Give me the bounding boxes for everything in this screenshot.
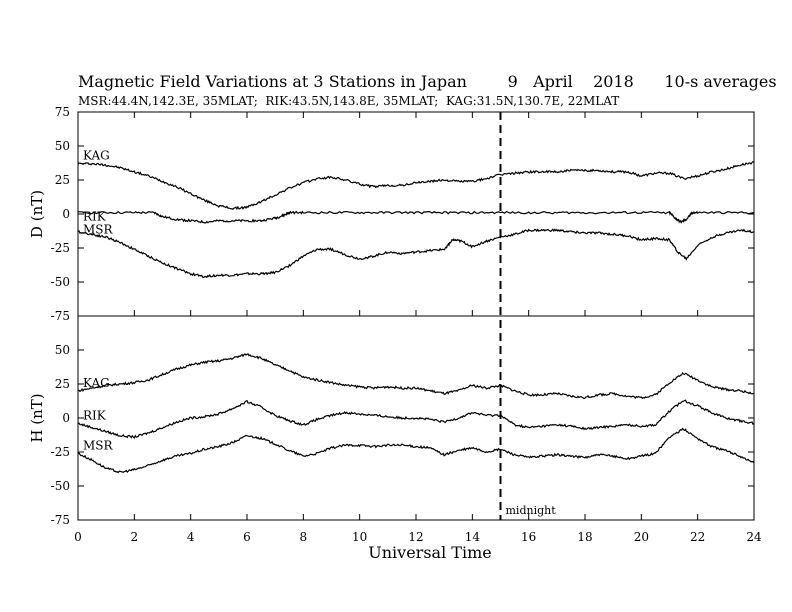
xtick-label: 0 [74, 530, 82, 544]
d-series-label-kag: KAG [83, 149, 110, 163]
d-series-label-rik: RIK [83, 210, 107, 224]
xtick-label: 6 [243, 530, 251, 544]
h-ytick-label: -50 [51, 479, 70, 493]
d-ytick-label: -25 [51, 241, 70, 255]
xtick-label: 16 [521, 530, 536, 544]
h-ytick-label: -75 [51, 513, 70, 527]
h-panel-ylabel: H (nT) [28, 393, 46, 442]
d-series-msr-line [77, 228, 755, 279]
h-yaxis: 50 25 0 -25 -50 -75 [51, 343, 754, 527]
d-series-rik-line [77, 210, 755, 224]
d-ytick-label: 75 [55, 105, 70, 119]
xtick-label: 4 [187, 530, 195, 544]
d-ytick-label: -75 [51, 309, 70, 323]
d-yaxis: 75 50 25 0 -25 -50 -75 [51, 105, 754, 323]
chart-title: Magnetic Field Variations at 3 Stations … [78, 72, 777, 91]
h-ytick-label: 25 [55, 377, 70, 391]
h-series-label-msr: MSR [83, 438, 114, 452]
h-series-rik-line [77, 399, 755, 440]
chart-subtitle: MSR:44.4N,142.3E, 35MLAT; RIK:43.5N,143.… [78, 94, 620, 108]
xtick-label: 8 [300, 530, 308, 544]
xtick-label: 10 [352, 530, 367, 544]
h-panel: H (nT) 50 25 0 -25 -50 -75 KAG RIK MSR [28, 315, 755, 527]
d-ytick-label: 25 [55, 173, 70, 187]
d-panel-frame [77, 111, 755, 317]
midnight-annotation: midnight [506, 504, 557, 517]
x-axis: 0 2 4 6 8 10 12 14 16 18 20 22 24 [74, 112, 762, 544]
d-ytick-label: -50 [51, 275, 70, 289]
h-series-label-kag: KAG [83, 376, 110, 390]
xtick-label: 22 [690, 530, 705, 544]
xtick-label: 12 [408, 530, 423, 544]
h-ytick-label: 50 [55, 343, 70, 357]
h-series-msr-line [77, 427, 755, 474]
xtick-label: 24 [746, 530, 762, 544]
xtick-label: 20 [634, 530, 649, 544]
d-ytick-label: 50 [55, 139, 70, 153]
xtick-label: 18 [577, 530, 592, 544]
h-series-group: KAG RIK MSR [77, 353, 755, 474]
d-panel-ylabel: D (nT) [28, 190, 46, 238]
h-ytick-label: -25 [51, 445, 70, 459]
h-ytick-label: 0 [62, 411, 70, 425]
d-series-kag-line [77, 160, 755, 210]
h-series-kag-line [77, 353, 755, 400]
xtick-label: 14 [465, 530, 481, 544]
d-series-label-msr: MSR [83, 223, 114, 237]
h-series-label-rik: RIK [83, 408, 107, 422]
x-axis-label: Universal Time [368, 543, 491, 562]
d-ytick-label: 0 [62, 207, 70, 221]
xtick-label: 2 [131, 530, 139, 544]
